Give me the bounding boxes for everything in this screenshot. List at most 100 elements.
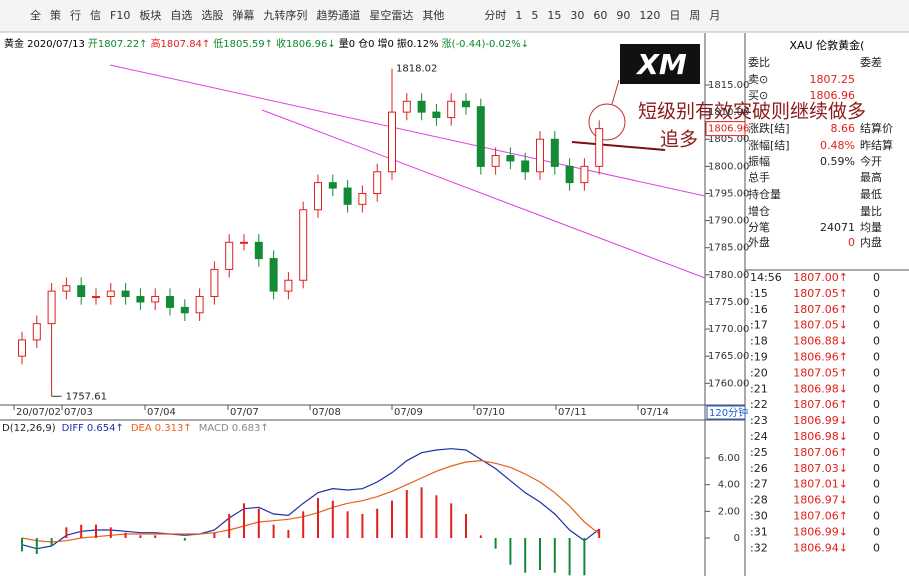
tick-time: :30	[750, 510, 768, 523]
y-tick-label: 1805.00	[708, 134, 749, 145]
panel-value: 8.66	[831, 122, 856, 135]
candle-body	[343, 187, 352, 205]
low-label: 1757.61	[66, 391, 107, 402]
macd-bar	[553, 538, 556, 573]
annotation: 追多	[660, 129, 698, 151]
tick-time: :32	[750, 541, 768, 554]
toolbar-item[interactable]: 星空雷达	[369, 8, 413, 22]
toolbar-item[interactable]: 选股	[201, 9, 223, 22]
toolbar-item[interactable]: 周	[689, 9, 700, 22]
candle-body	[328, 182, 337, 189]
legend-value: 0.654↑	[87, 423, 124, 434]
toolbar-item[interactable]: 全	[30, 8, 41, 22]
toolbar-item[interactable]: 日	[669, 9, 680, 22]
toolbar-item[interactable]: 趋势通道	[316, 8, 360, 22]
annotation-circle	[588, 103, 626, 141]
period-box	[706, 405, 746, 420]
panel-label: 振幅	[748, 154, 770, 168]
price-panel	[0, 33, 705, 405]
candle-body	[195, 296, 204, 314]
tick-time: :21	[750, 382, 768, 395]
toolbar-item[interactable]: 九转序列	[263, 8, 307, 22]
tick-time: :22	[750, 398, 768, 411]
tick-price: 1806.99↓	[793, 525, 848, 538]
toolbar-item[interactable]: 弹幕	[232, 8, 254, 22]
candle-body	[373, 171, 382, 194]
candle-body	[402, 100, 411, 113]
candle-body	[180, 306, 189, 314]
toolbar-item[interactable]: 15	[547, 9, 561, 22]
toolbar-item[interactable]: 分时	[484, 9, 506, 22]
date-label: 07/14	[640, 407, 669, 418]
candle-body	[388, 111, 396, 173]
panel-label: 总手	[748, 170, 770, 184]
candle-body	[565, 165, 574, 184]
panel-label: 持仓量	[748, 187, 781, 201]
tick-time: :28	[750, 494, 768, 507]
candle-body	[491, 155, 500, 167]
date-label: 07/11	[558, 407, 587, 418]
candle-body	[536, 138, 544, 173]
quote-item: 黄金 2020/07/13	[4, 37, 85, 50]
macd-line	[21, 460, 600, 543]
macd-bar	[287, 530, 290, 538]
toolbar-item[interactable]: 自选	[170, 9, 192, 22]
candle-body	[299, 209, 308, 281]
toolbar-item[interactable]: 信	[90, 9, 101, 22]
tick-time: 14:56	[750, 271, 782, 284]
toolbar-item[interactable]: 行	[70, 9, 81, 22]
trend-line-lower	[261, 109, 706, 279]
candle-body	[210, 268, 219, 298]
toolbar-item[interactable]: F10	[110, 9, 130, 22]
panel-title: XAU 伦敦黄金(	[790, 38, 865, 52]
toolbar-item[interactable]: 月	[709, 9, 720, 22]
tick-volume: 0	[873, 541, 880, 554]
toolbar-item[interactable]: 板块	[139, 8, 161, 22]
tick-price: 1807.06↑	[793, 510, 848, 523]
tick-price: 1807.05↑	[793, 287, 848, 300]
panel-right: 最高	[860, 170, 882, 184]
toolbar-item[interactable]: 1	[515, 9, 522, 22]
panel-value: 24071	[820, 221, 855, 234]
toolbar-item[interactable]: 90	[616, 9, 630, 22]
panel-value: 0	[848, 236, 855, 249]
annotation-pointer	[611, 79, 620, 105]
macd-bar	[80, 524, 83, 538]
toolbar-item[interactable]: 5	[531, 9, 538, 22]
date-label: 07/04	[147, 407, 176, 418]
candle-body	[77, 285, 86, 298]
candle-body	[447, 100, 456, 119]
y-tick-label: 1780.00	[708, 270, 749, 281]
toolbar-item[interactable]: 30	[570, 9, 584, 22]
quote-item: 高1807.84↑	[151, 37, 211, 50]
candle-body	[580, 165, 589, 184]
toolbar-item[interactable]: 120	[639, 9, 660, 22]
macd-bar	[376, 508, 379, 538]
macd-bar	[435, 495, 438, 538]
macd-bar	[257, 508, 260, 538]
candle-body	[284, 279, 293, 292]
macd-bar	[35, 538, 38, 554]
toolbar-item[interactable]: 策	[50, 8, 61, 22]
macd-bar	[494, 538, 497, 549]
toolbar-item[interactable]: 其他	[422, 9, 444, 22]
tick-volume: 0	[873, 414, 880, 427]
tick-time: :16	[750, 303, 768, 316]
candle-body	[417, 100, 426, 113]
macd-bar	[317, 498, 319, 538]
toolbar-item[interactable]: 60	[593, 9, 607, 22]
quote-item: 量0	[339, 38, 355, 50]
panel-value: 0.59%	[820, 155, 855, 168]
panel-label: 卖⊙	[748, 73, 768, 86]
panel-right: 今开	[860, 154, 882, 168]
macd-bar	[405, 490, 408, 538]
quote-item: 仓0	[358, 37, 374, 50]
tick-time: :17	[750, 319, 768, 332]
tick-time: :20	[750, 366, 768, 379]
trend-line-upper	[109, 64, 706, 197]
candle-body	[506, 155, 515, 162]
panel-right: 量比	[860, 205, 882, 218]
candle-body	[269, 258, 278, 292]
candle-body	[32, 323, 41, 341]
